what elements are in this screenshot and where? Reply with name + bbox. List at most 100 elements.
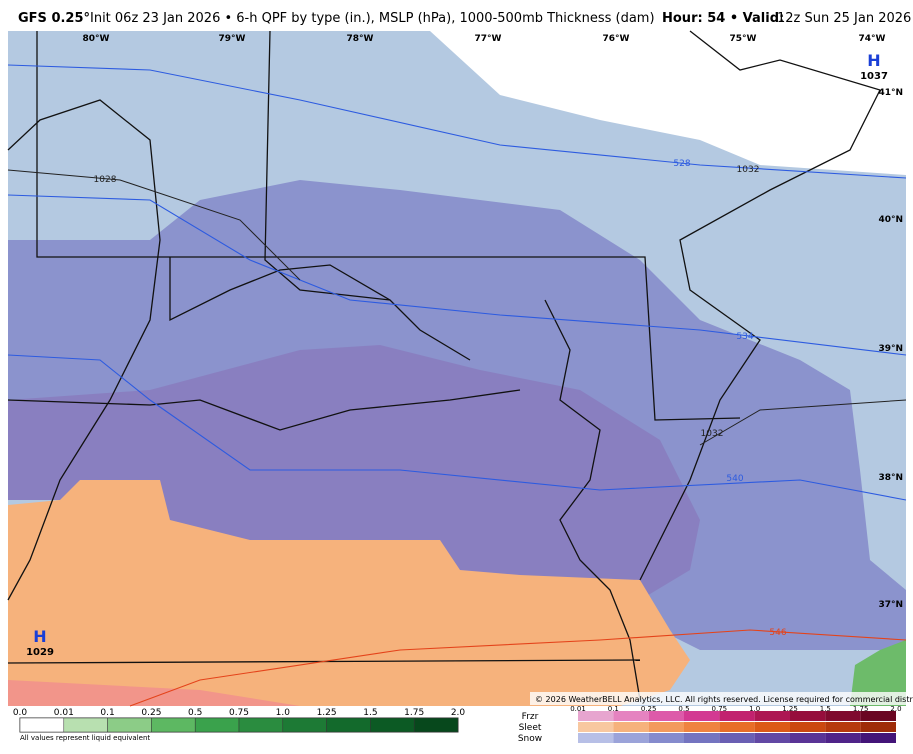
ptype-swatch <box>754 711 790 721</box>
hour-valid: Hour: 54 • Valid: <box>662 11 784 26</box>
subtitle: Init 06z 23 Jan 2026 • 6-h QPF by type (… <box>90 11 655 26</box>
rain-tick: 1.25 <box>317 708 337 718</box>
thickness-label: 546 <box>769 628 786 638</box>
high-pressure: 1037 <box>860 71 888 82</box>
copyright-bg <box>530 692 906 705</box>
ptype-swatch <box>719 722 755 732</box>
rain-swatch <box>282 717 327 733</box>
rain-tick: 0.0 <box>13 708 28 718</box>
ptype-swatch <box>860 722 896 732</box>
ptype-swatch <box>790 711 826 721</box>
ptype-swatch <box>648 711 684 721</box>
ptype-swatch <box>613 711 649 721</box>
ptype-tick: 0.25 <box>641 705 657 713</box>
ptype-swatch <box>648 722 684 732</box>
high-symbol: H <box>33 627 46 646</box>
rain-tick: 0.5 <box>188 708 202 718</box>
rain-swatch <box>151 717 196 733</box>
lat-label: 38°N <box>878 473 903 483</box>
ptype-swatch <box>684 733 720 743</box>
ptype-swatch <box>860 733 896 743</box>
rain-tick: 1.75 <box>404 708 424 718</box>
rain <box>850 640 906 706</box>
thickness-label: 534 <box>736 332 753 342</box>
rain-tick: 2.0 <box>451 708 466 718</box>
ptype-swatch <box>790 733 826 743</box>
rain-swatch <box>326 717 371 733</box>
ptype-swatch <box>719 711 755 721</box>
ptype-swatch <box>613 722 649 732</box>
thickness-lines <box>7 64 907 501</box>
ptype-tick: 0.5 <box>678 705 689 713</box>
rain-tick: 0.01 <box>54 708 74 718</box>
isobar-label: 1032 <box>737 165 760 175</box>
map-area <box>7 30 907 707</box>
rain-tick: 0.25 <box>141 708 161 718</box>
rain-tick: 1.5 <box>363 708 377 718</box>
ptype-swatch <box>578 733 614 743</box>
mod-snow <box>8 345 700 600</box>
ptype-swatch <box>754 733 790 743</box>
ptype-tick: 2.0 <box>890 705 901 713</box>
ptype-tick: 1.5 <box>820 705 831 713</box>
rain-swatch <box>194 717 240 733</box>
lon-label: 74°W <box>859 34 886 44</box>
lon-label: 80°W <box>83 34 110 44</box>
rain-swatch <box>107 717 152 733</box>
rain-swatch <box>238 717 284 733</box>
ptype-tick: 1.25 <box>782 705 798 713</box>
ptype-swatch <box>578 711 614 721</box>
ptype-swatch <box>754 722 790 732</box>
thickness-546 <box>129 629 907 707</box>
lon-label: 79°W <box>219 34 246 44</box>
no-precip <box>430 31 906 175</box>
lon-label: 76°W <box>603 34 630 44</box>
ptype-label: Sleet <box>519 723 542 733</box>
ptype-label: Frzr <box>522 712 539 722</box>
ptype-swatch <box>719 733 755 743</box>
rain-swatch <box>413 717 459 733</box>
sleet <box>8 480 690 706</box>
ptype-swatch <box>860 711 896 721</box>
lat-label: 39°N <box>878 344 903 354</box>
ptype-tick: 0.01 <box>570 705 586 713</box>
lat-label: 37°N <box>878 600 903 610</box>
ptype-swatch <box>825 733 861 743</box>
rain-tick: 1.0 <box>276 708 291 718</box>
lon-label: 78°W <box>347 34 374 44</box>
ptype-swatch <box>648 733 684 743</box>
ptype-tick: 0.1 <box>608 705 619 713</box>
rain-swatch <box>19 717 65 733</box>
isobars <box>7 169 907 446</box>
lat-label: 41°N <box>878 88 903 98</box>
rain-swatch <box>63 717 108 733</box>
thickness-label: 540 <box>726 474 743 484</box>
rain-tick: 0.1 <box>100 708 114 718</box>
frzr <box>8 680 300 706</box>
isobar-label: 1032 <box>701 429 724 439</box>
ptype-label: Snow <box>518 734 542 744</box>
model-name: GFS 0.25° <box>18 11 90 26</box>
rain-tick: 0.75 <box>229 708 249 718</box>
ptype-swatch <box>684 722 720 732</box>
rain-swatch <box>370 717 415 733</box>
ptype-tick: 1.0 <box>749 705 760 713</box>
ptype-swatch <box>825 722 861 732</box>
legend: 0.0 0.01 0.1 0.25 0.5 0.75 1.0 1.25 1.5 1.75 2.0 Al… <box>13 705 902 744</box>
valid-time: 12z Sun 25 Jan 2026 <box>777 11 911 26</box>
thickness-label: 528 <box>673 159 690 169</box>
ptype-swatch <box>790 722 826 732</box>
copyright: © 2026 WeatherBELL Analytics, LLC. All r… <box>535 695 913 704</box>
lon-label: 75°W <box>730 34 757 44</box>
ptype-tick: 0.75 <box>712 705 728 713</box>
legend-note: All values represent liquid equivalent <box>20 734 150 742</box>
lat-label: 40°N <box>878 215 903 225</box>
high-symbol: H <box>867 51 880 70</box>
isobar-label: 1028 <box>94 175 117 185</box>
ptype-swatch <box>684 711 720 721</box>
ptype-swatch <box>825 711 861 721</box>
ptype-swatch <box>613 733 649 743</box>
ptype-swatch <box>578 722 614 732</box>
